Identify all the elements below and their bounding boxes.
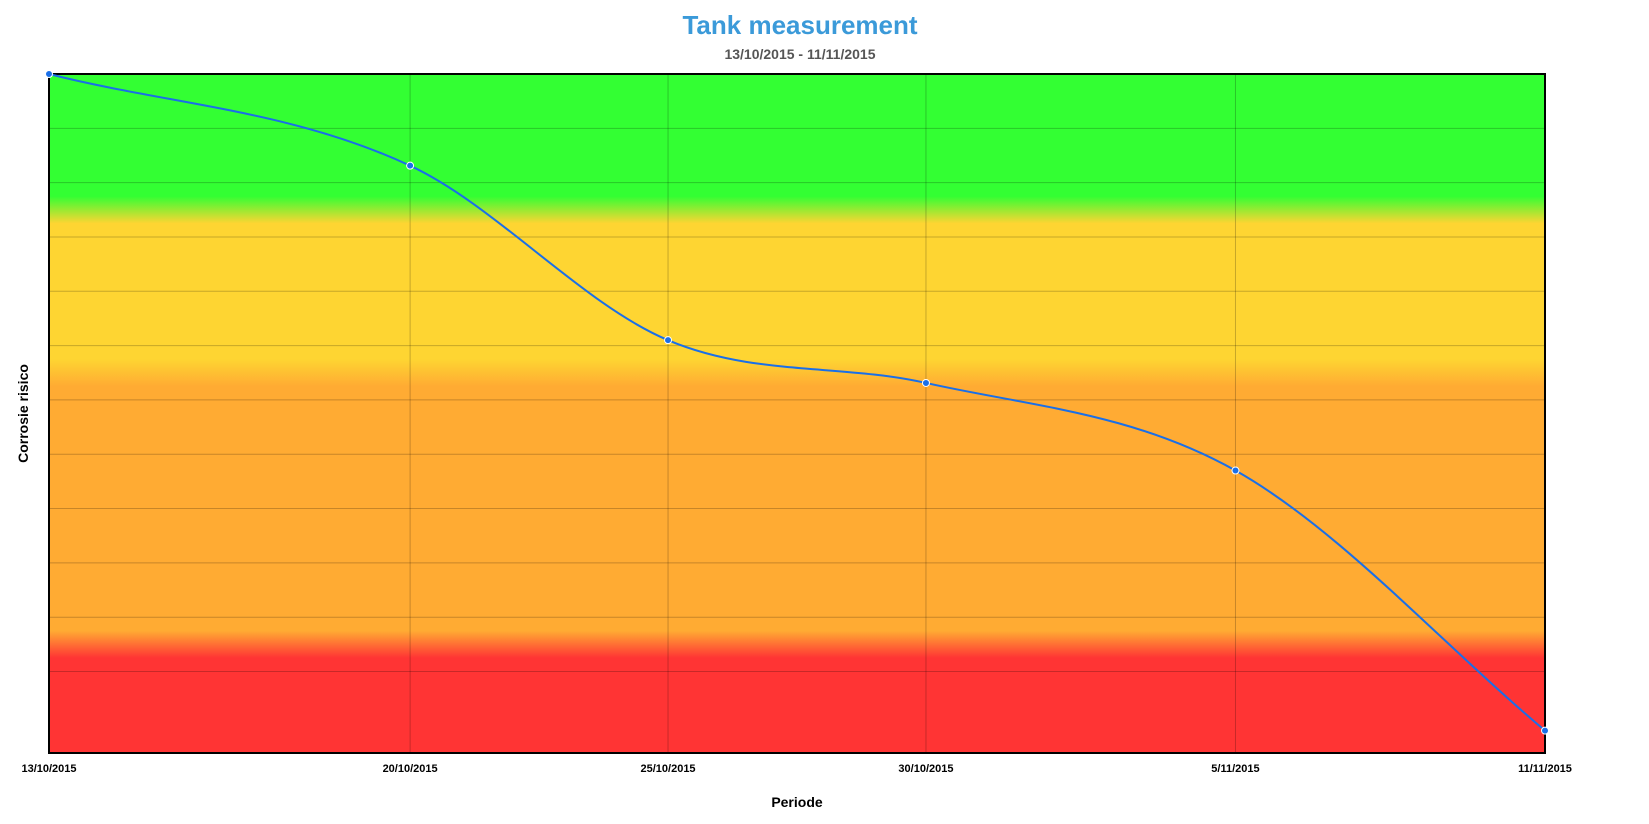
data-point[interactable]: [406, 161, 415, 170]
x-axis-label: Periode: [771, 794, 823, 810]
y-axis-label: Corrosie risico: [15, 364, 31, 463]
band-background: [49, 74, 1545, 753]
series-line: [48, 73, 1546, 732]
grid: [48, 74, 1546, 753]
x-tick-label: 30/10/2015: [898, 763, 953, 775]
x-axis-ticks: 13/10/2015 20/10/2015 25/10/2015 30/10/2015…: [21, 763, 1571, 775]
x-tick-label: 20/10/2015: [383, 763, 438, 775]
x-tick-label: 11/11/2015: [1518, 763, 1572, 775]
data-point[interactable]: [1541, 726, 1549, 735]
x-tick-label: 5/11/2015: [1211, 763, 1259, 775]
data-point[interactable]: [45, 70, 53, 78]
data-point[interactable]: [921, 378, 930, 387]
x-tick-label: 13/10/2015: [21, 763, 76, 775]
chart-title: Tank measurement: [682, 10, 918, 40]
chart-subtitle: 13/10/2015 - 11/11/2015: [724, 46, 876, 62]
series-layer: [45, 70, 1549, 735]
data-point[interactable]: [664, 336, 673, 345]
x-tick-label: 25/10/2015: [641, 763, 696, 775]
data-point[interactable]: [1231, 466, 1240, 475]
plot-frame: [48, 73, 1546, 754]
risk-bands: [49, 74, 1545, 753]
